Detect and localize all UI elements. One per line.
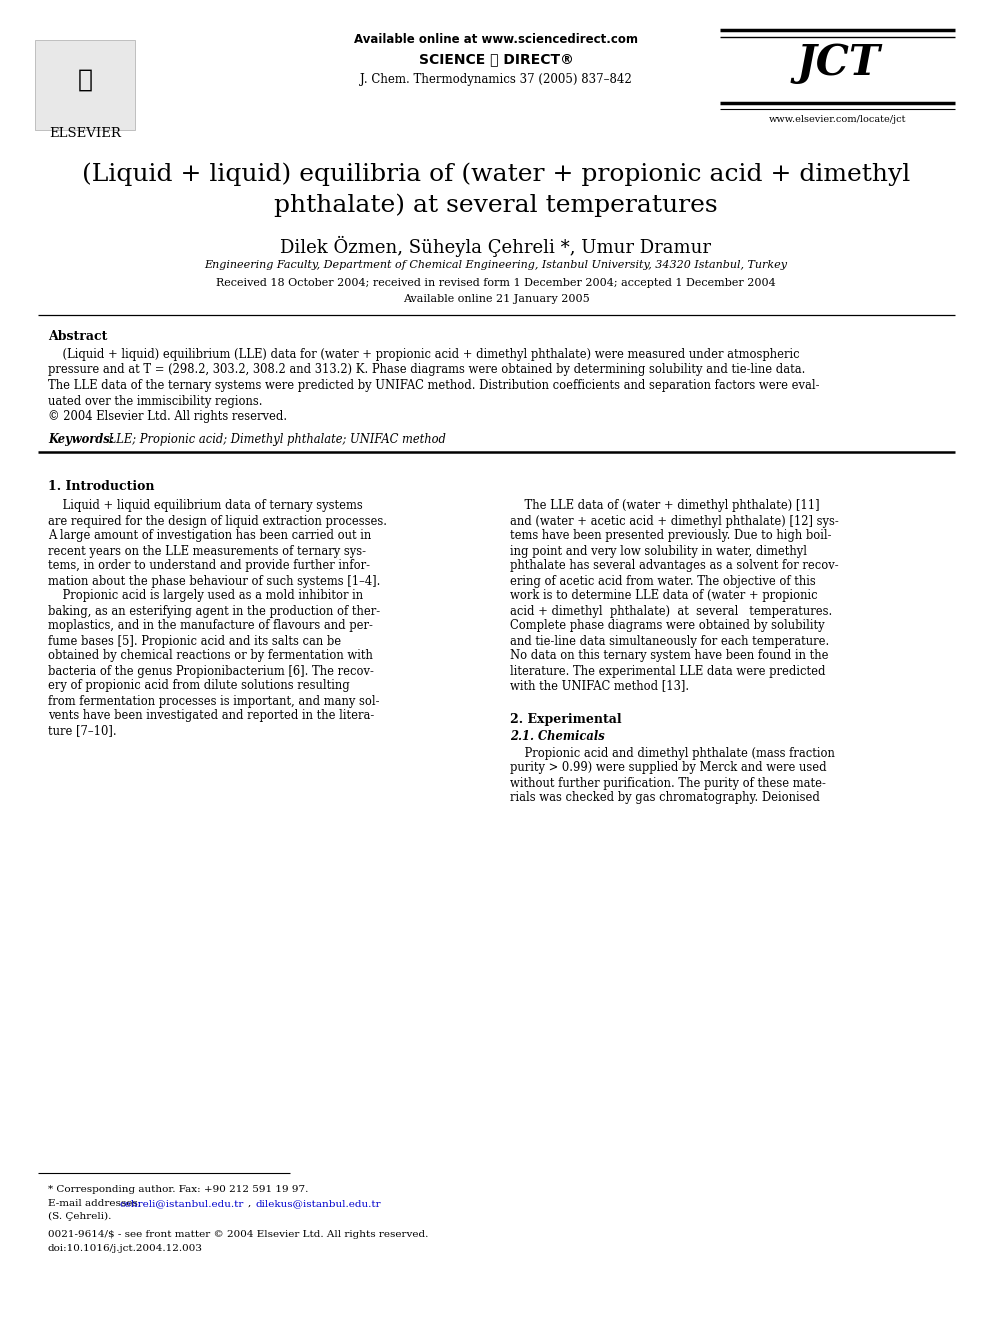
Text: A large amount of investigation has been carried out in: A large amount of investigation has been… [48, 529, 371, 542]
Text: Available online at www.sciencedirect.com: Available online at www.sciencedirect.co… [354, 33, 638, 46]
Text: tems, in order to understand and provide further infor-: tems, in order to understand and provide… [48, 560, 370, 573]
Text: Dilek Özmen, Süheyla Çehreli *, Umur Dramur: Dilek Özmen, Süheyla Çehreli *, Umur Dra… [281, 235, 711, 257]
Text: ing point and very low solubility in water, dimethyl: ing point and very low solubility in wat… [510, 545, 807, 557]
Text: (Liquid + liquid) equilibrium (LLE) data for (water + propionic acid + dimethyl : (Liquid + liquid) equilibrium (LLE) data… [48, 348, 800, 361]
Text: Engineering Faculty, Department of Chemical Engineering, Istanbul University, 34: Engineering Faculty, Department of Chemi… [204, 261, 788, 270]
Text: literature. The experimental LLE data were predicted: literature. The experimental LLE data we… [510, 664, 825, 677]
Text: ering of acetic acid from water. The objective of this: ering of acetic acid from water. The obj… [510, 574, 815, 587]
Text: bacteria of the genus Propionibacterium [6]. The recov-: bacteria of the genus Propionibacterium … [48, 664, 374, 677]
Text: moplastics, and in the manufacture of flavours and per-: moplastics, and in the manufacture of fl… [48, 619, 373, 632]
Text: with the UNIFAC method [13].: with the UNIFAC method [13]. [510, 680, 689, 692]
Text: J. Chem. Thermodynamics 37 (2005) 837–842: J. Chem. Thermodynamics 37 (2005) 837–84… [360, 73, 632, 86]
Text: ,: , [248, 1199, 255, 1208]
Text: 🌲: 🌲 [77, 67, 92, 93]
Text: pressure and at T = (298.2, 303.2, 308.2 and 313.2) K. Phase diagrams were obtai: pressure and at T = (298.2, 303.2, 308.2… [48, 364, 806, 377]
Text: and (water + acetic acid + dimethyl phthalate) [12] sys-: and (water + acetic acid + dimethyl phth… [510, 515, 839, 528]
Text: phthalate) at several temperatures: phthalate) at several temperatures [274, 193, 718, 217]
Text: from fermentation processes is important, and many sol-: from fermentation processes is important… [48, 695, 380, 708]
Text: © 2004 Elsevier Ltd. All rights reserved.: © 2004 Elsevier Ltd. All rights reserved… [48, 410, 287, 423]
Text: 0021-9614/$ - see front matter © 2004 Elsevier Ltd. All rights reserved.: 0021-9614/$ - see front matter © 2004 El… [48, 1230, 429, 1240]
Text: (S. Çehreli).: (S. Çehreli). [48, 1212, 111, 1221]
Text: fume bases [5]. Propionic acid and its salts can be: fume bases [5]. Propionic acid and its s… [48, 635, 341, 647]
Text: cehreli@istanbul.edu.tr: cehreli@istanbul.edu.tr [120, 1199, 244, 1208]
Text: 2.1. Chemicals: 2.1. Chemicals [510, 730, 605, 744]
Text: obtained by chemical reactions or by fermentation with: obtained by chemical reactions or by fer… [48, 650, 373, 663]
Text: 2. Experimental: 2. Experimental [510, 713, 622, 725]
Text: uated over the immiscibility regions.: uated over the immiscibility regions. [48, 394, 263, 407]
Text: Liquid + liquid equilibrium data of ternary systems: Liquid + liquid equilibrium data of tern… [48, 500, 363, 512]
Text: recent years on the LLE measurements of ternary sys-: recent years on the LLE measurements of … [48, 545, 366, 557]
Text: No data on this ternary system have been found in the: No data on this ternary system have been… [510, 650, 828, 663]
Text: vents have been investigated and reported in the litera-: vents have been investigated and reporte… [48, 709, 374, 722]
Text: LLE; Propionic acid; Dimethyl phthalate; UNIFAC method: LLE; Propionic acid; Dimethyl phthalate;… [105, 434, 445, 446]
Text: tems have been presented previously. Due to high boil-: tems have been presented previously. Due… [510, 529, 831, 542]
Text: ELSEVIER: ELSEVIER [49, 127, 121, 140]
Text: The LLE data of the ternary systems were predicted by UNIFAC method. Distributio: The LLE data of the ternary systems were… [48, 378, 819, 392]
Text: Available online 21 January 2005: Available online 21 January 2005 [403, 294, 589, 304]
Text: Abstract: Abstract [48, 329, 107, 343]
Text: work is to determine LLE data of (water + propionic: work is to determine LLE data of (water … [510, 590, 817, 602]
Text: www.elsevier.com/locate/jct: www.elsevier.com/locate/jct [769, 115, 907, 124]
Text: * Corresponding author. Fax: +90 212 591 19 97.: * Corresponding author. Fax: +90 212 591… [48, 1185, 309, 1193]
Text: SCIENCE ⓓ DIRECT®: SCIENCE ⓓ DIRECT® [419, 52, 573, 66]
Text: Received 18 October 2004; received in revised form 1 December 2004; accepted 1 D: Received 18 October 2004; received in re… [216, 278, 776, 288]
Text: phthalate has several advantages as a solvent for recov-: phthalate has several advantages as a so… [510, 560, 838, 573]
Text: without further purification. The purity of these mate-: without further purification. The purity… [510, 777, 826, 790]
Text: Keywords:: Keywords: [48, 434, 114, 446]
Text: (Liquid + liquid) equilibria of (water + propionic acid + dimethyl: (Liquid + liquid) equilibria of (water +… [82, 161, 910, 185]
Text: are required for the design of liquid extraction processes.: are required for the design of liquid ex… [48, 515, 387, 528]
Text: JCT: JCT [796, 42, 880, 83]
Text: doi:10.1016/j.jct.2004.12.003: doi:10.1016/j.jct.2004.12.003 [48, 1244, 203, 1253]
Text: Propionic acid and dimethyl phthalate (mass fraction: Propionic acid and dimethyl phthalate (m… [510, 746, 835, 759]
Text: dilekus@istanbul.edu.tr: dilekus@istanbul.edu.tr [256, 1199, 382, 1208]
Text: acid + dimethyl  phthalate)  at  several   temperatures.: acid + dimethyl phthalate) at several te… [510, 605, 832, 618]
Bar [35, 40, 135, 130]
Text: purity > 0.99) were supplied by Merck and were used: purity > 0.99) were supplied by Merck an… [510, 762, 826, 774]
Text: 1. Introduction: 1. Introduction [48, 479, 155, 492]
Text: and tie-line data simultaneously for each temperature.: and tie-line data simultaneously for eac… [510, 635, 829, 647]
Text: Complete phase diagrams were obtained by solubility: Complete phase diagrams were obtained by… [510, 619, 824, 632]
Text: baking, as an esterifying agent in the production of ther-: baking, as an esterifying agent in the p… [48, 605, 380, 618]
Text: mation about the phase behaviour of such systems [1–4].: mation about the phase behaviour of such… [48, 574, 380, 587]
Text: ery of propionic acid from dilute solutions resulting: ery of propionic acid from dilute soluti… [48, 680, 350, 692]
Text: The LLE data of (water + dimethyl phthalate) [11]: The LLE data of (water + dimethyl phthal… [510, 500, 819, 512]
Text: rials was checked by gas chromatography. Deionised: rials was checked by gas chromatography.… [510, 791, 819, 804]
Text: E-mail addresses:: E-mail addresses: [48, 1199, 145, 1208]
Text: Propionic acid is largely used as a mold inhibitor in: Propionic acid is largely used as a mold… [48, 590, 363, 602]
Text: ture [7–10].: ture [7–10]. [48, 725, 117, 737]
